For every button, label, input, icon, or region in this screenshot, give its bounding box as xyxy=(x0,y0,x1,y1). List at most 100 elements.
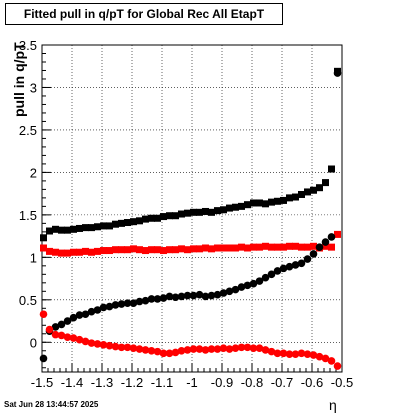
data-point-circle xyxy=(231,344,240,353)
data-point-square xyxy=(268,243,275,251)
data-point-circle xyxy=(279,349,288,358)
data-point-square xyxy=(76,248,83,256)
data-point-circle xyxy=(243,281,252,290)
data-point-circle xyxy=(291,261,300,269)
data-point-square xyxy=(118,246,125,254)
data-point-circle xyxy=(153,347,162,356)
x-axis-label: η xyxy=(329,397,337,413)
data-point-circle xyxy=(135,297,144,306)
data-point-square xyxy=(94,223,101,231)
data-point-square xyxy=(196,245,203,253)
data-point-circle xyxy=(303,350,312,358)
data-point-circle xyxy=(111,342,120,351)
data-point-square xyxy=(130,218,137,226)
data-point-circle xyxy=(225,287,234,296)
data-point-circle xyxy=(63,317,72,325)
data-point-square xyxy=(178,210,185,218)
x-tick-label: -0.7 xyxy=(271,375,293,390)
data-point-square xyxy=(160,213,167,221)
data-point-square xyxy=(238,243,245,251)
data-points xyxy=(39,67,342,370)
data-point-circle xyxy=(279,264,288,273)
data-point-square xyxy=(136,246,143,254)
data-point-square xyxy=(232,244,239,252)
data-point-square xyxy=(172,212,179,220)
data-point-circle xyxy=(141,296,150,305)
data-point-circle xyxy=(213,290,222,299)
data-point-square xyxy=(286,194,293,202)
data-point-square xyxy=(280,243,287,251)
x-tick-label: -1 xyxy=(186,375,198,390)
data-point-square xyxy=(172,246,179,254)
data-point-square xyxy=(124,219,131,227)
data-point-square xyxy=(214,207,221,215)
data-point-square xyxy=(76,224,83,232)
data-point-square xyxy=(226,204,233,212)
data-point-circle xyxy=(213,345,222,353)
data-point-circle xyxy=(219,344,228,353)
data-point-square xyxy=(40,234,47,242)
data-point-square xyxy=(322,242,329,250)
data-point-square xyxy=(190,208,197,216)
data-point-square xyxy=(208,208,215,216)
data-point-circle xyxy=(57,320,66,329)
data-point-circle xyxy=(261,346,270,354)
data-point-square xyxy=(286,242,293,250)
data-point-circle xyxy=(285,262,294,271)
data-point-circle xyxy=(165,349,174,358)
datestamp: Sat Jun 28 13:44:57 2025 xyxy=(4,400,99,409)
data-point-square xyxy=(82,247,89,255)
data-point-square xyxy=(58,226,65,234)
data-point-square xyxy=(298,190,305,198)
data-point-square xyxy=(94,247,101,255)
data-point-square xyxy=(250,243,257,251)
data-point-square xyxy=(142,247,149,255)
data-point-circle xyxy=(129,344,138,353)
data-point-circle xyxy=(141,346,150,354)
data-point-circle xyxy=(297,259,306,268)
data-point-square xyxy=(52,248,59,256)
x-tick-label: -0.8 xyxy=(241,375,263,390)
data-point-square xyxy=(310,242,317,250)
data-point-square xyxy=(310,186,317,194)
data-point-square xyxy=(112,246,119,254)
data-point-square xyxy=(64,249,71,257)
data-point-circle xyxy=(135,345,144,353)
data-point-circle xyxy=(327,233,336,241)
data-point-circle xyxy=(327,357,336,365)
data-point-circle xyxy=(273,349,282,358)
data-point-square xyxy=(292,193,299,201)
data-point-circle xyxy=(63,333,72,341)
data-point-circle xyxy=(201,292,210,301)
y-axis-label: pull in q/pT xyxy=(11,42,27,117)
data-point-circle xyxy=(81,337,90,346)
data-point-circle xyxy=(309,250,318,258)
y-tick-label: 1 xyxy=(30,250,37,265)
data-point-circle xyxy=(225,345,234,353)
x-tick-label: -0.5 xyxy=(331,375,353,390)
data-point-circle xyxy=(249,279,258,288)
data-point-circle xyxy=(153,295,162,303)
data-point-circle xyxy=(183,346,192,354)
data-point-circle xyxy=(93,340,102,348)
data-point-circle xyxy=(117,300,126,308)
data-point-circle xyxy=(111,301,120,309)
data-point-circle xyxy=(69,313,78,322)
data-point-circle xyxy=(333,362,342,370)
data-point-square xyxy=(178,245,185,253)
data-point-circle xyxy=(189,345,198,353)
data-point-square xyxy=(100,222,107,230)
data-point-square xyxy=(88,224,95,232)
data-point-square xyxy=(136,217,143,225)
data-point-square xyxy=(130,245,137,253)
data-point-circle xyxy=(333,69,342,77)
data-point-square xyxy=(70,225,77,233)
data-point-circle xyxy=(159,349,168,358)
data-point-circle xyxy=(99,303,108,312)
data-point-square xyxy=(82,224,89,232)
y-tick-label: 3 xyxy=(30,80,37,95)
data-point-square xyxy=(262,242,269,250)
data-point-square xyxy=(208,245,215,253)
data-point-circle xyxy=(261,273,270,282)
